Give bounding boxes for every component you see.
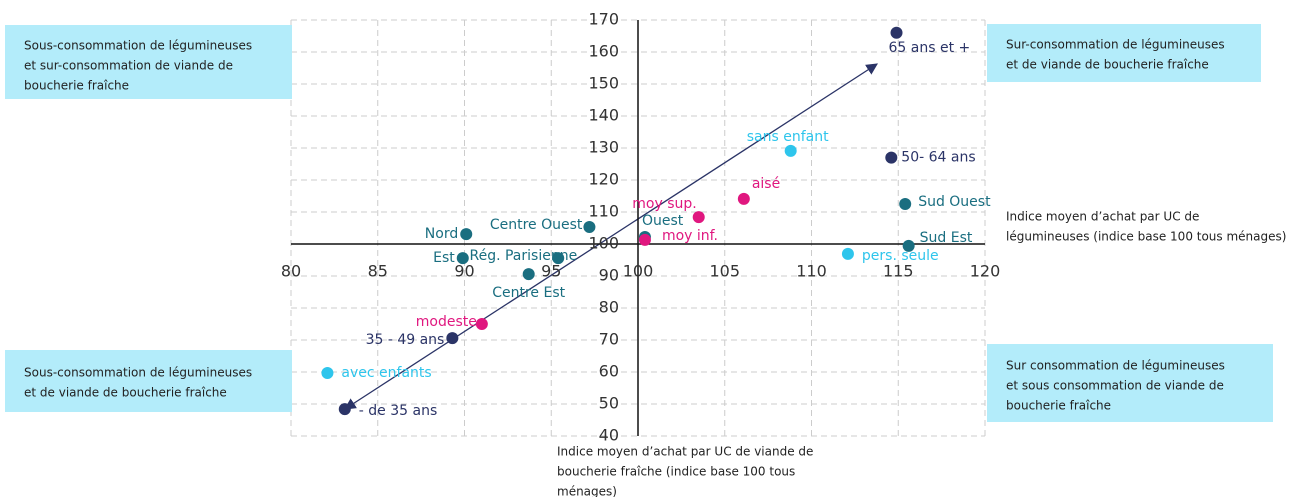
point-label: pers. seule [862,248,939,264]
y-tick-label: 50 [599,394,619,413]
point-label: Rég. Parisienne [469,248,577,264]
y-axis-title: Indice moyen d’achat par UC de viande de [557,445,813,459]
point [902,239,915,252]
quadrant-note: boucherie fraîche [1006,399,1111,413]
point-label: modeste [416,314,477,330]
point [784,144,797,157]
quadrant-note: et de viande de boucherie fraîche [1006,58,1209,72]
y-tick-label: 90 [599,266,619,285]
point-label: moy inf. [662,228,718,244]
note-box [987,344,1273,422]
point [890,26,903,39]
x-tick-label: 105 [709,262,740,281]
x-tick-label: 90 [454,262,474,281]
quadrant-notes [5,24,1273,422]
y-tick-label: 150 [588,74,619,93]
point-label: Sud Ouest [918,194,991,210]
point [456,252,469,265]
point [885,151,898,164]
y-axis-title: boucherie fraîche (indice base 100 tous [557,465,795,479]
x-axis-title: Indice moyen d’achat par UC de [1006,210,1199,224]
x-tick-label: 100 [623,262,654,281]
y-tick-label: 60 [599,362,619,381]
point-label: moy sup. [632,196,696,212]
point [583,221,596,234]
y-tick-label: 120 [588,170,619,189]
point-label: sans enfant [747,129,829,145]
y-tick-label: 40 [599,426,619,445]
point [460,228,473,241]
point-label: - de 35 ans [359,403,437,419]
y-tick-label: 130 [588,138,619,157]
point [899,198,912,210]
note-box [987,24,1261,82]
y-tick-label: 140 [588,106,619,125]
quadrant-note: et de viande de boucherie fraîche [24,386,227,400]
x-tick-label: 85 [368,262,388,281]
note-box [5,25,292,99]
point [692,211,705,224]
point [841,247,854,260]
quadrant-note: Sous-consommation de légumineuses [24,366,252,380]
y-tick-label: 80 [599,298,619,317]
quadrant-note: boucherie fraîche [24,79,129,93]
point [338,403,351,416]
y-tick-label: 170 [588,10,619,29]
point-label: 35 - 49 ans [366,332,445,348]
trend-arrow [344,63,878,410]
y-tick-label: 70 [599,330,619,349]
x-tick-label: 115 [883,262,914,281]
point-label: 65 ans et + [889,40,971,56]
y-tick-label: 100 [588,234,619,253]
quadrant-note: Sur-consommation de légumineuses [1006,38,1225,52]
point-label: Ouest [642,213,684,229]
quadrant-note: et sur-consommation de viande de [24,59,233,73]
point [446,332,459,345]
y-axis-title: ménages) [557,485,617,497]
point [475,318,488,330]
point [321,366,334,379]
point-label: aisé [752,176,780,192]
y-tick-label: 110 [588,202,619,221]
x-tick-label: 120 [970,262,1001,281]
x-tick-label: 110 [796,262,827,281]
note-box [5,350,292,412]
point-label: avec enfants [341,365,431,381]
point [552,252,565,265]
point [638,233,651,246]
x-tick-label: 95 [541,262,561,281]
point-label: Centre Est [492,285,565,301]
quadrant-note: Sous-consommation de légumineuses [24,39,252,53]
point-label: Sud Est [920,230,973,246]
y-tick-label: 160 [588,42,619,61]
point [522,268,535,281]
point-label: Nord [425,226,458,242]
x-tick-label: 80 [281,262,301,281]
quadrant-note: Sur consommation de légumineuses [1006,359,1225,373]
point-label: Centre Ouest [490,217,583,233]
quadrant-note: et sous consommation de viande de [1006,379,1224,393]
x-axis-title: légumineuses (indice base 100 tous ménag… [1006,230,1286,244]
point [737,192,750,205]
point-label: Est [433,250,455,266]
point-label: 50- 64 ans [901,150,975,166]
